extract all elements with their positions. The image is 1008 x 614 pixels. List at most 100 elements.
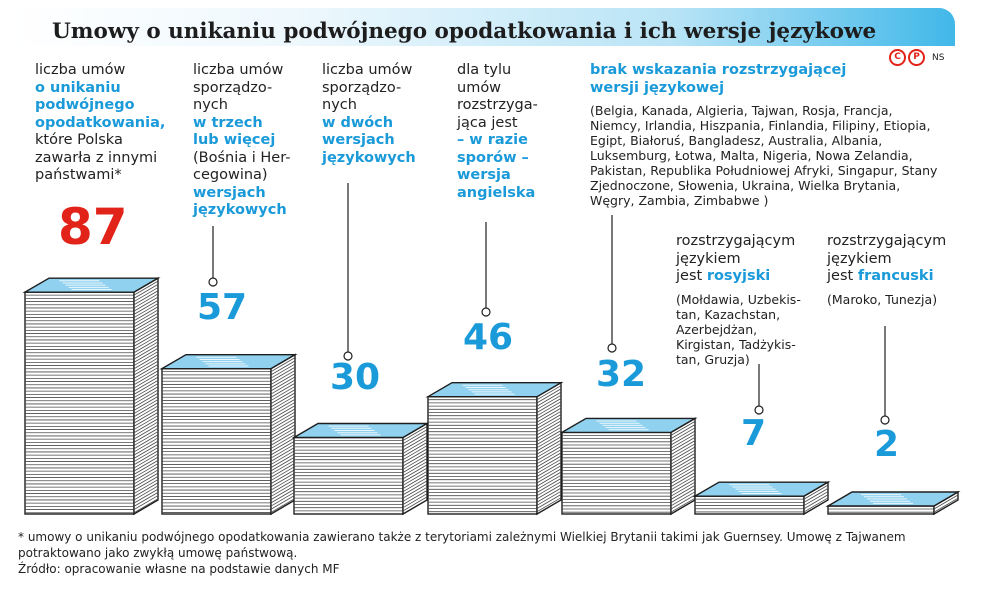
page-edge-line — [803, 494, 829, 510]
page-edge-line — [536, 446, 562, 461]
page-edge-line — [133, 415, 159, 430]
page-edge-line — [402, 454, 428, 470]
label-text: dla tylu — [457, 62, 512, 78]
page-edge-line — [133, 492, 159, 507]
footnote: * umowy o unikaniu podwójnego opodatkowa… — [18, 530, 906, 560]
page-edge-line — [402, 464, 428, 480]
page-edge-line — [536, 430, 562, 445]
page-edge-line — [536, 436, 562, 452]
page-edge-line — [270, 360, 296, 376]
highlighted-text: francuski — [857, 268, 934, 284]
callout-dot — [343, 351, 353, 361]
page-edge-line — [133, 280, 159, 296]
page-edge-line — [133, 437, 159, 453]
page-edge-line — [133, 399, 159, 414]
page-edge-line — [133, 466, 159, 482]
highlighted-text: w dwóch — [322, 114, 394, 131]
page-edge-line — [536, 423, 562, 439]
page-edge-line — [803, 484, 829, 500]
highlighted-text: lub więcej — [193, 132, 276, 148]
highlighted-text: – w razie — [457, 132, 528, 148]
page-edge-line — [270, 379, 296, 395]
page-edge-line — [133, 348, 159, 363]
page-edge-line — [133, 357, 159, 373]
label-text: sporządzo- — [322, 79, 402, 96]
page-edge-line — [133, 303, 159, 318]
callout-dot — [880, 415, 890, 425]
page-edge-line — [133, 456, 159, 472]
highlighted-text: rosyjski — [706, 268, 771, 284]
page-edge-line — [402, 496, 428, 512]
page-edge-line — [402, 490, 428, 505]
page-edge-line — [402, 461, 428, 477]
callout-dot — [754, 405, 764, 415]
page-edge-line — [133, 338, 159, 354]
page-edge-line — [402, 448, 428, 464]
page-edge-line — [536, 458, 562, 474]
label-text: jest — [827, 268, 858, 284]
page-edge-line — [670, 462, 696, 478]
page-edge-line — [133, 325, 159, 341]
page-edge-line — [270, 418, 296, 433]
page-edge-line — [270, 491, 296, 507]
label-text: rozstrzyga- — [457, 97, 538, 113]
page-edge-line — [402, 493, 428, 509]
title-bar: Umowy o unikaniu podwójnego opodatkowani… — [12, 8, 955, 46]
highlighted-text: wersjach — [322, 132, 395, 148]
page-edge-line — [402, 426, 428, 441]
page-edge-line — [803, 497, 829, 513]
page-edge-line — [670, 494, 696, 510]
page-edge-line — [133, 469, 159, 485]
page-edge-line — [270, 450, 296, 465]
page-edge-line — [133, 370, 159, 386]
page-edge-line — [270, 386, 296, 401]
page-edge-line — [402, 458, 428, 473]
page-edge-line — [133, 376, 159, 392]
country-list: (Mołdawia, Uzbekis-tan, Kazachstan, Azer… — [676, 291, 801, 367]
author-initials: NS — [932, 52, 945, 63]
page-edge-line — [270, 430, 296, 446]
page-edge-line — [270, 488, 296, 504]
value-label-total: 87 — [58, 198, 128, 256]
page-edge-line — [536, 391, 562, 407]
page-edge-line — [270, 398, 296, 414]
label-text: cegowina) — [193, 167, 268, 183]
page-edge-line — [670, 456, 696, 471]
page-edge-line — [133, 450, 159, 466]
bar-stack-2 — [291, 422, 430, 516]
label-text: nych — [193, 97, 228, 113]
page-edge-line — [133, 341, 159, 357]
label-text: jest — [676, 268, 707, 284]
page-edge-line — [133, 389, 159, 405]
column-label-three-versions: liczba umów sporządzo-nych w trzech lub wię… — [193, 62, 318, 220]
page-edge-line — [270, 405, 296, 420]
column-label-french: rozstrzygającym językiem jest francuski (Ma… — [827, 233, 967, 307]
label-text: umów — [457, 79, 502, 96]
column-label-russian: rozstrzygającym językiem jest rosyjski (Moł… — [676, 233, 816, 367]
highlighted-text: językowych — [193, 202, 287, 218]
page-edge-line — [133, 428, 159, 443]
page-edge-line — [133, 421, 159, 437]
bar-front — [827, 505, 935, 515]
page-edge-line — [133, 392, 159, 408]
page-edge-line — [670, 497, 696, 513]
page-edge-line — [133, 293, 159, 309]
page-edge-line — [133, 444, 159, 459]
page-edge-line — [536, 465, 562, 481]
page-edge-line — [133, 431, 159, 446]
page-edge-line — [536, 426, 562, 442]
page-edge-line — [133, 319, 159, 334]
page-edge-line — [270, 456, 296, 472]
page-edge-line — [536, 494, 562, 509]
page-edge-line — [536, 462, 562, 477]
page-edge-line — [133, 296, 159, 312]
page-edge-line — [670, 478, 696, 494]
page-edge-line — [133, 373, 159, 389]
value-label-russian: 7 — [741, 413, 767, 454]
page-edge-line — [536, 452, 562, 468]
label-text: nych — [322, 97, 357, 113]
page-edge-line — [536, 398, 562, 413]
page-edge-line — [133, 306, 159, 322]
label-text: liczba umów — [322, 62, 413, 78]
page-edge-line — [670, 430, 696, 446]
